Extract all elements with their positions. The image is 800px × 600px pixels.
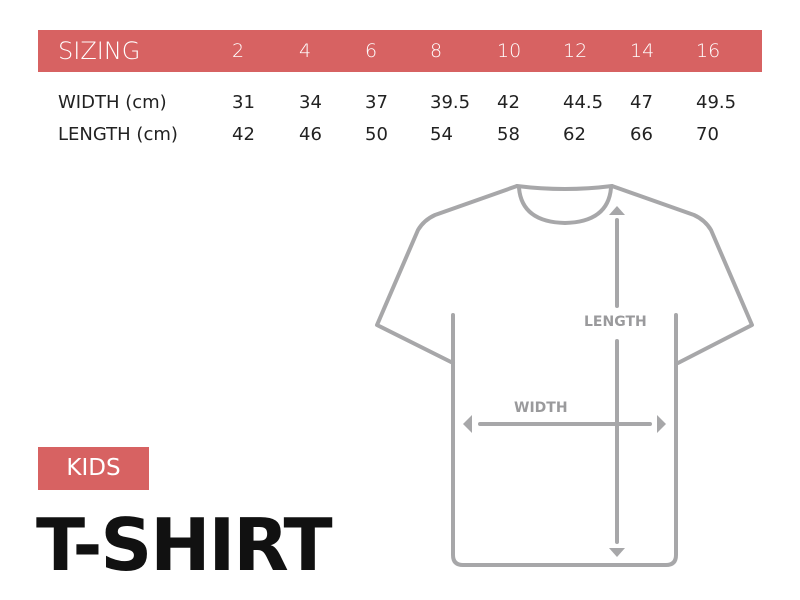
table-cell: 49.5 bbox=[696, 92, 737, 113]
table-cell: 54 bbox=[430, 124, 453, 145]
size-header: 8 bbox=[430, 40, 443, 62]
table-cell: 58 bbox=[497, 124, 520, 145]
arrow-left-icon bbox=[463, 415, 472, 433]
size-header: 2 bbox=[232, 40, 245, 62]
arrow-right-icon bbox=[657, 415, 666, 433]
size-header: 16 bbox=[696, 40, 721, 62]
arrow-down-icon bbox=[609, 548, 625, 557]
length-label: LENGTH bbox=[584, 314, 647, 330]
size-header: 14 bbox=[630, 40, 655, 62]
table-cell: 42 bbox=[497, 92, 520, 113]
table-cell: 70 bbox=[696, 124, 719, 145]
product-title: T-SHIRT bbox=[36, 503, 333, 587]
size-header: 6 bbox=[365, 40, 378, 62]
table-cell: 39.5 bbox=[430, 92, 471, 113]
table-cell: 46 bbox=[299, 124, 322, 145]
table-cell: 66 bbox=[630, 124, 653, 145]
width-label: WIDTH bbox=[514, 400, 568, 416]
table-cell: 42 bbox=[232, 124, 255, 145]
arrow-up-icon bbox=[609, 206, 625, 215]
table-cell: 37 bbox=[365, 92, 388, 113]
tshirt-body bbox=[451, 313, 678, 567]
table-cell: 44.5 bbox=[563, 92, 604, 113]
tshirt-shoulder-line bbox=[515, 184, 614, 191]
row-label: WIDTH (cm) bbox=[58, 92, 167, 113]
size-header: 10 bbox=[497, 40, 522, 62]
row-label: LENGTH (cm) bbox=[58, 124, 178, 145]
table-cell: 50 bbox=[365, 124, 388, 145]
tshirt-neck bbox=[517, 186, 613, 225]
table-cell: 34 bbox=[299, 92, 322, 113]
sizing-header-bar: SIZING 2 4 6 8 10 12 14 16 bbox=[38, 30, 762, 72]
table-cell: 62 bbox=[563, 124, 586, 145]
size-header: 12 bbox=[563, 40, 588, 62]
category-badge: KIDS bbox=[38, 447, 149, 490]
sizing-title: SIZING bbox=[58, 37, 141, 65]
size-header: 4 bbox=[299, 40, 312, 62]
table-cell: 47 bbox=[630, 92, 653, 113]
tshirt-outline-left bbox=[375, 184, 519, 365]
table-cell: 31 bbox=[232, 92, 255, 113]
tshirt-outline-right bbox=[610, 184, 754, 365]
